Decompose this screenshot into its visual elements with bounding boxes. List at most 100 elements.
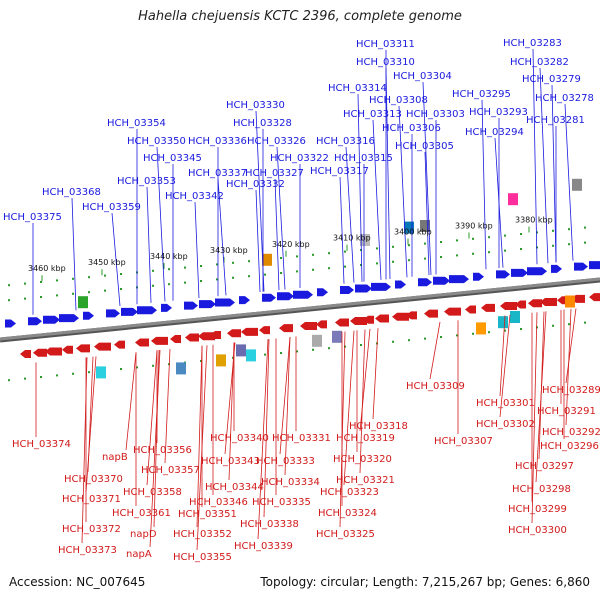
reverse-gene xyxy=(259,326,270,335)
gene-label-top: HCH_03306 xyxy=(382,123,441,134)
gene-label-bottom: HCH_03291 xyxy=(537,406,596,417)
gene-label-top: HCH_03337 xyxy=(188,168,247,179)
forward-gene xyxy=(199,300,216,309)
tick-mark xyxy=(264,273,266,276)
tick-mark xyxy=(8,299,10,302)
gene-label-bottom: HCH_03299 xyxy=(508,504,567,515)
gene-label-bottom: HCH_03296 xyxy=(540,441,599,452)
domain-box xyxy=(332,330,342,343)
tick-mark xyxy=(40,281,42,283)
gene-label-bottom: napA xyxy=(126,549,152,560)
tick-mark xyxy=(264,353,266,356)
reverse-gene xyxy=(114,340,125,349)
tick-mark xyxy=(40,376,42,378)
feature-layer xyxy=(5,178,600,379)
forward-gene xyxy=(340,286,354,294)
gene-label-bottom: HCH_03324 xyxy=(318,508,377,519)
tick-mark xyxy=(408,244,410,247)
scale-label: 3420 kbp xyxy=(272,240,310,249)
tick-mark xyxy=(184,281,186,284)
tick-mark xyxy=(312,253,314,256)
tick-mark xyxy=(280,352,282,354)
leader-top xyxy=(398,105,408,278)
tick-mark xyxy=(56,279,58,282)
forward-gene xyxy=(28,317,42,326)
tick-mark xyxy=(296,350,298,353)
leader-top xyxy=(71,197,77,311)
tick-mark xyxy=(200,360,202,362)
reverse-gene xyxy=(185,333,199,342)
tick-mark xyxy=(152,364,154,367)
gene-label-bottom: HCH_03321 xyxy=(336,475,395,486)
leader-top xyxy=(146,186,152,303)
gene-label-top: HCH_03313 xyxy=(343,109,402,120)
gene-label-top: HCH_03283 xyxy=(503,38,562,49)
leader-top xyxy=(481,99,487,270)
tick-mark xyxy=(392,260,394,263)
tick-mark xyxy=(296,270,298,273)
tick-layer xyxy=(8,226,586,382)
tick-mark xyxy=(104,274,106,277)
gene-label-bottom: HCH_03289 xyxy=(542,385,600,396)
tick-mark xyxy=(456,239,458,242)
tick-mark xyxy=(152,284,154,287)
gene-label-top: HCH_03281 xyxy=(526,115,585,126)
leader-bottom xyxy=(531,312,538,524)
tick-mark xyxy=(376,262,378,265)
tick-mark xyxy=(568,323,570,326)
reverse-gene xyxy=(444,307,461,316)
reverse-gene xyxy=(170,335,181,343)
forward-gene xyxy=(262,293,276,302)
tick-mark xyxy=(184,266,186,269)
tick-mark xyxy=(136,366,138,369)
gene-label-top: HCH_03310 xyxy=(356,57,415,68)
leader-bottom xyxy=(372,328,379,420)
footer-accession: Accession: NC_007645 xyxy=(9,575,146,589)
gene-label-top: HCH_03345 xyxy=(143,153,202,164)
reverse-gene xyxy=(589,293,600,302)
tick-mark xyxy=(424,337,426,340)
gene-label-top: HCH_03315 xyxy=(334,153,393,164)
gene-label-top: HCH_03295 xyxy=(452,89,511,100)
tick-mark xyxy=(584,226,586,229)
leader-bottom xyxy=(196,345,208,551)
tick-mark xyxy=(56,294,58,297)
leader-top xyxy=(385,67,391,280)
gene-label-bottom: HCH_03357 xyxy=(141,465,200,476)
gene-label-bottom: napB xyxy=(102,452,128,463)
tick-mark xyxy=(312,348,314,351)
tick-mark xyxy=(520,248,522,250)
scale-label: 3390 kbp xyxy=(455,222,493,231)
leader-top xyxy=(345,146,355,283)
tick-mark xyxy=(408,339,410,342)
gene-label-top: HCH_03359 xyxy=(82,202,141,213)
domain-box xyxy=(78,296,88,309)
gene-label-top: HCH_03327 xyxy=(245,168,304,179)
domain-box xyxy=(360,234,370,246)
tick-mark xyxy=(584,241,586,244)
label-layer: 3460 kbp 3450 kbp 3440 kbp 3430 kbp 3420 kbp… xyxy=(3,38,600,563)
forward-gene xyxy=(574,262,588,271)
reverse-gene xyxy=(198,332,215,341)
tick-mark xyxy=(152,269,154,272)
forward-gene xyxy=(184,301,198,310)
leader-bottom xyxy=(499,314,511,418)
tick-mark xyxy=(392,340,394,343)
reverse-gene xyxy=(528,299,542,308)
tick-mark xyxy=(72,292,74,295)
tick-mark xyxy=(520,233,522,235)
tick-mark xyxy=(472,237,474,240)
tick-mark xyxy=(232,261,234,264)
tick-mark xyxy=(440,256,442,258)
reverse-gene xyxy=(76,344,90,353)
leader-bottom xyxy=(164,348,171,464)
reverse-gene xyxy=(465,305,476,314)
tick-mark xyxy=(56,374,58,377)
map-title: Hahella chejuensis KCTC 2396, complete g… xyxy=(138,9,462,24)
leader-bottom xyxy=(535,311,547,483)
leader-top xyxy=(156,146,166,302)
reverse-gene xyxy=(375,314,389,323)
leader-bottom xyxy=(284,336,291,476)
tick-mark xyxy=(168,283,170,286)
reverse-gene xyxy=(540,298,557,306)
